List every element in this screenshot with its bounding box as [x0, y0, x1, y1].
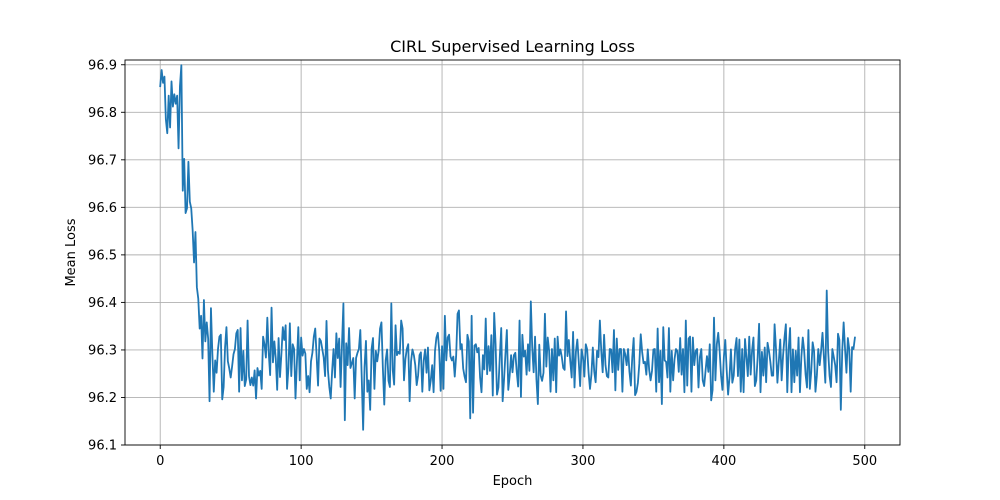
- y-tick-label: 96.7: [88, 153, 117, 168]
- plot-frame: [124, 59, 901, 446]
- y-tick-label: 96.9: [88, 58, 117, 73]
- chart-title: CIRL Supervised Learning Loss: [390, 37, 635, 56]
- y-tick-label: 96.2: [88, 391, 117, 406]
- y-tick-label: 96.4: [88, 296, 117, 311]
- y-axis-title: Mean Loss: [64, 218, 79, 286]
- axis-ticks: 0 100 200 300 400 500 96.1 96.2 96.3 96.4 96.5 96.6…: [88, 58, 877, 469]
- y-tick-label: 96.1: [88, 439, 117, 454]
- x-tick-label: 500: [852, 454, 877, 469]
- y-tick-label: 96.6: [88, 201, 117, 216]
- x-axis-title: Epoch: [493, 474, 533, 489]
- x-tick-label: 400: [711, 454, 736, 469]
- loss-series-line: [159, 64, 856, 431]
- x-tick-label: 200: [430, 454, 455, 469]
- x-tick-label: 100: [289, 454, 314, 469]
- y-tick-label: 96.8: [88, 106, 117, 121]
- y-tick-label: 96.5: [88, 248, 117, 263]
- y-tick-label: 96.3: [88, 343, 117, 358]
- series-group: [159, 64, 856, 431]
- x-tick-label: 300: [571, 454, 596, 469]
- grid-lines: [125, 60, 900, 446]
- x-tick-label: 0: [156, 454, 164, 469]
